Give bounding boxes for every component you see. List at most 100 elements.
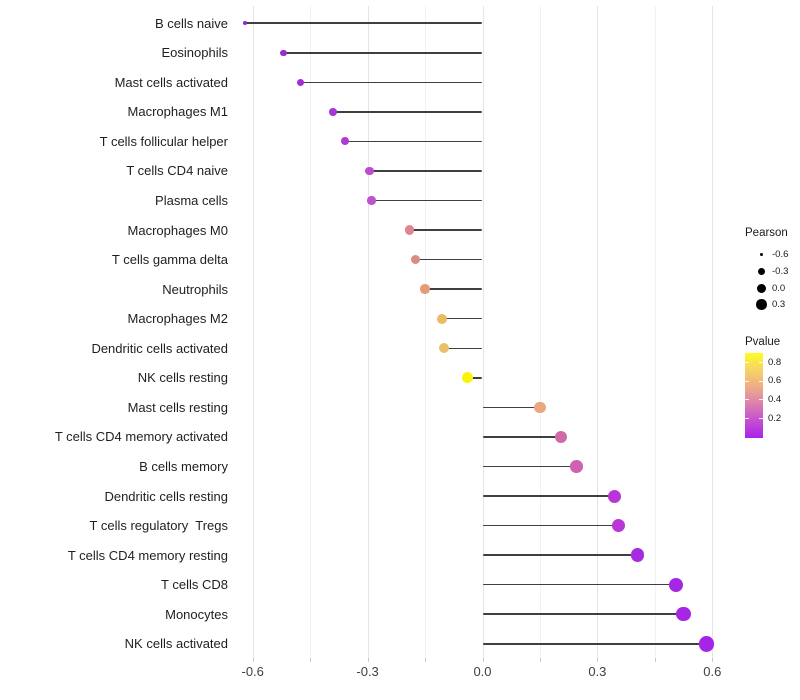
- lollipop-dot: [630, 548, 645, 562]
- pvalue-colorbar-tick: [759, 362, 763, 363]
- legend-pearson-key-label: 0.3: [772, 298, 786, 310]
- x-tick-mark: [310, 658, 312, 662]
- category-label: T cells follicular helper: [99, 133, 228, 149]
- lollipop-dot: [534, 401, 546, 414]
- x-tick-label: -0.3: [356, 664, 379, 679]
- category-label: Plasma cells: [155, 193, 228, 208]
- x-tick-mark: [482, 658, 484, 662]
- lollipop-stem: [482, 583, 676, 586]
- category-label: Dendritic cells activated: [91, 340, 228, 356]
- lollipop-stem: [409, 229, 483, 231]
- legend-pearson-key-label: -0.6: [772, 248, 789, 260]
- pvalue-colorbar-tick: [759, 399, 763, 401]
- lollipop-dot: [410, 254, 421, 265]
- pvalue-colorbar-tick-label: 0.2: [768, 412, 782, 424]
- pvalue-colorbar-tick: [745, 418, 749, 420]
- lollipop-dot: [676, 606, 691, 622]
- x-tick-mark: [252, 658, 254, 662]
- lollipop-stem: [482, 554, 638, 556]
- pvalue-colorbar-tick: [759, 418, 763, 420]
- category-label: Mast cells activated: [114, 74, 228, 90]
- lollipop-stem: [444, 347, 483, 349]
- lollipop-dot: [404, 225, 415, 235]
- pvalue-colorbar-tick: [759, 380, 763, 382]
- lollipop-stem: [369, 170, 483, 172]
- legend-pearson-key-label: -0.3: [772, 265, 789, 277]
- lollipop-dot: [608, 489, 622, 503]
- x-tick-mark: [367, 658, 369, 662]
- lollipop-dot: [365, 166, 374, 176]
- category-label: T cells regulatory Tregs: [89, 518, 228, 534]
- lollipop-stem: [344, 140, 483, 143]
- lollipop-stem: [467, 377, 483, 379]
- gridline-minor: [425, 6, 427, 658]
- category-label: Dendritic cells resting: [104, 488, 228, 504]
- lollipop-dot: [698, 636, 715, 652]
- category-label: Monocytes: [165, 606, 228, 622]
- pvalue-colorbar-tick: [745, 362, 749, 363]
- pvalue-colorbar-tick: [745, 380, 749, 382]
- lollipop-stem: [482, 524, 619, 527]
- legend-pearson-key-dot: [759, 252, 764, 257]
- legend-pearson-key-dot: [757, 284, 766, 293]
- x-tick-mark: [654, 658, 656, 662]
- lollipop-stem: [371, 199, 483, 202]
- x-tick-mark: [712, 658, 714, 662]
- gridline-major: [252, 6, 254, 658]
- pvalue-colorbar-tick-label: 0.8: [768, 356, 782, 368]
- lollipop-stem: [283, 52, 483, 54]
- pvalue-colorbar-tick: [745, 399, 749, 401]
- lollipop-dot: [461, 372, 473, 384]
- lollipop-dot: [329, 108, 337, 116]
- lollipop-stem: [415, 258, 483, 261]
- x-tick-label: -0.6: [241, 664, 264, 679]
- x-tick-mark: [597, 658, 599, 662]
- lollipop-stem: [482, 613, 684, 615]
- category-label: Macrophages M0: [127, 222, 228, 238]
- lollipop-stem: [482, 495, 615, 497]
- lollipop-dot: [668, 577, 683, 592]
- lollipop-dot: [297, 78, 305, 86]
- category-label: T cells CD4 memory activated: [54, 429, 228, 445]
- x-tick-label: 0.0: [473, 664, 492, 679]
- category-label: Eosinophils: [161, 45, 229, 61]
- lollipop-stem: [300, 81, 483, 84]
- category-label: Neutrophils: [162, 281, 228, 297]
- category-label: Macrophages M2: [127, 311, 228, 327]
- category-label: Macrophages M1: [127, 104, 228, 120]
- lollipop-stem: [482, 436, 561, 438]
- gridline-minor: [539, 6, 541, 658]
- lollipop-dot: [611, 519, 625, 533]
- legend-pearson-key-label: 0.0: [772, 282, 786, 294]
- gridline-major: [482, 6, 484, 658]
- x-tick-label: 0.6: [703, 664, 722, 679]
- lollipop-dot: [280, 49, 287, 56]
- pvalue-colorbar: [745, 353, 763, 438]
- lollipop-stem: [442, 317, 483, 320]
- x-tick-mark: [539, 658, 541, 662]
- category-label: NK cells resting: [137, 370, 228, 386]
- lollipop-dot: [420, 284, 430, 294]
- lollipop-dot: [340, 137, 349, 146]
- lollipop-stem: [482, 465, 577, 468]
- category-label: T cells CD8: [161, 577, 228, 593]
- pvalue-colorbar-tick-label: 0.4: [768, 393, 782, 405]
- category-label: B cells naive: [155, 15, 228, 31]
- category-label: T cells CD4 memory resting: [67, 547, 228, 563]
- legend-pearson-key-dot: [756, 299, 767, 310]
- lollipop-dot: [367, 196, 376, 205]
- lollipop-dot: [437, 313, 448, 324]
- category-label: T cells gamma delta: [111, 252, 228, 268]
- gridline-major: [367, 6, 369, 658]
- category-label: NK cells activated: [124, 636, 228, 652]
- gridline-major: [597, 6, 599, 658]
- legend-pearson-key-dot: [758, 268, 765, 275]
- category-label: T cells CD4 naive: [126, 163, 228, 179]
- lollipop-dot: [570, 460, 583, 473]
- x-tick-mark: [425, 658, 427, 662]
- gridline-minor: [654, 6, 656, 658]
- legend-pearson-title: Pearson: [745, 227, 788, 239]
- lollipop-stem: [245, 22, 483, 24]
- lollipop-stem: [482, 643, 707, 645]
- gridline-minor: [310, 6, 312, 658]
